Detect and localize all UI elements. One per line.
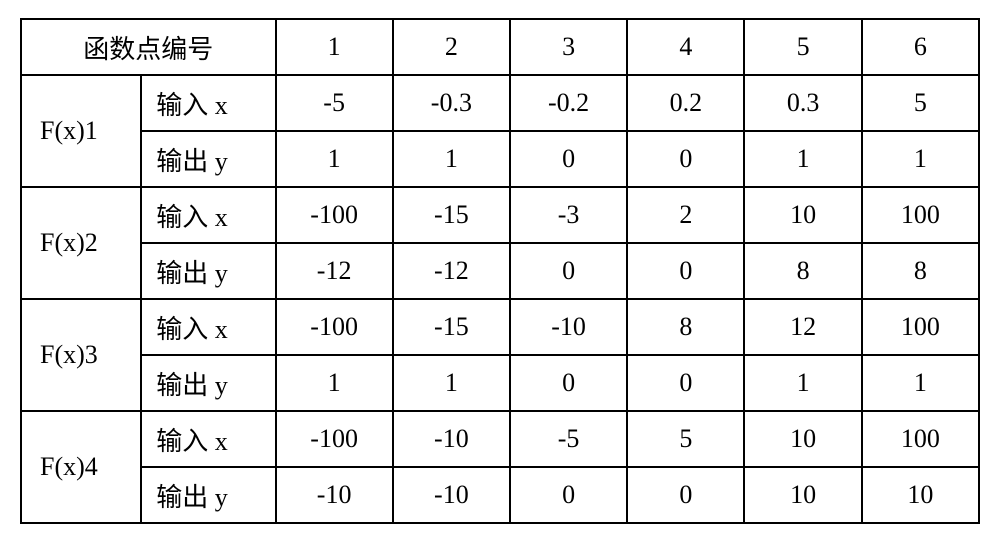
header-label: 函数点编号 [21, 19, 276, 75]
cell: 8 [627, 299, 744, 355]
table-row: 输出 y 1 1 0 0 1 1 [21, 131, 979, 187]
cell: 0 [510, 243, 627, 299]
col-header: 5 [744, 19, 861, 75]
table-row: F(x)4 输入 x -100 -10 -5 5 10 100 [21, 411, 979, 467]
cell: 0 [627, 467, 744, 523]
table-row: 输出 y -12 -12 0 0 8 8 [21, 243, 979, 299]
output-y-label: 输出 y [141, 467, 275, 523]
cell: -10 [393, 467, 510, 523]
function-name: F(x)4 [21, 411, 141, 523]
cell: 0 [627, 131, 744, 187]
col-header: 6 [862, 19, 979, 75]
cell: 1 [276, 355, 393, 411]
cell: 8 [744, 243, 861, 299]
cell: 0 [510, 467, 627, 523]
cell: 10 [744, 467, 861, 523]
table-row: F(x)3 输入 x -100 -15 -10 8 12 100 [21, 299, 979, 355]
cell: 0 [510, 131, 627, 187]
cell: -3 [510, 187, 627, 243]
cell: 5 [627, 411, 744, 467]
output-y-label: 输出 y [141, 243, 275, 299]
input-x-label: 输入 x [141, 75, 275, 131]
cell: 1 [276, 131, 393, 187]
table-row: F(x)2 输入 x -100 -15 -3 2 10 100 [21, 187, 979, 243]
col-header: 2 [393, 19, 510, 75]
cell: 1 [393, 355, 510, 411]
cell: 0 [627, 355, 744, 411]
cell: -10 [510, 299, 627, 355]
cell: 1 [393, 131, 510, 187]
cell: -5 [276, 75, 393, 131]
function-points-table: 函数点编号 1 2 3 4 5 6 F(x)1 输入 x -5 -0.3 -0.… [20, 18, 980, 524]
cell: 0 [510, 355, 627, 411]
cell: 12 [744, 299, 861, 355]
cell: 10 [744, 411, 861, 467]
col-header: 3 [510, 19, 627, 75]
cell: -100 [276, 411, 393, 467]
table-row: 输出 y 1 1 0 0 1 1 [21, 355, 979, 411]
output-y-label: 输出 y [141, 131, 275, 187]
cell: 0.3 [744, 75, 861, 131]
cell: 1 [862, 355, 979, 411]
cell: -15 [393, 187, 510, 243]
table-row: 输出 y -10 -10 0 0 10 10 [21, 467, 979, 523]
output-y-label: 输出 y [141, 355, 275, 411]
input-x-label: 输入 x [141, 411, 275, 467]
col-header: 1 [276, 19, 393, 75]
table-body: 函数点编号 1 2 3 4 5 6 F(x)1 输入 x -5 -0.3 -0.… [21, 19, 979, 523]
function-name: F(x)3 [21, 299, 141, 411]
cell: 100 [862, 187, 979, 243]
cell: 0 [627, 243, 744, 299]
cell: -12 [276, 243, 393, 299]
function-name: F(x)1 [21, 75, 141, 187]
cell: 5 [862, 75, 979, 131]
cell: -5 [510, 411, 627, 467]
cell: 8 [862, 243, 979, 299]
cell: 0.2 [627, 75, 744, 131]
cell: 10 [744, 187, 861, 243]
cell: 1 [862, 131, 979, 187]
cell: -10 [393, 411, 510, 467]
cell: 1 [744, 131, 861, 187]
cell: 100 [862, 411, 979, 467]
col-header: 4 [627, 19, 744, 75]
cell: -0.3 [393, 75, 510, 131]
function-name: F(x)2 [21, 187, 141, 299]
table-row: F(x)1 输入 x -5 -0.3 -0.2 0.2 0.3 5 [21, 75, 979, 131]
header-row: 函数点编号 1 2 3 4 5 6 [21, 19, 979, 75]
cell: -12 [393, 243, 510, 299]
cell: 2 [627, 187, 744, 243]
input-x-label: 输入 x [141, 187, 275, 243]
cell: -100 [276, 299, 393, 355]
cell: 100 [862, 299, 979, 355]
input-x-label: 输入 x [141, 299, 275, 355]
cell: -0.2 [510, 75, 627, 131]
cell: -15 [393, 299, 510, 355]
cell: -100 [276, 187, 393, 243]
cell: 10 [862, 467, 979, 523]
cell: -10 [276, 467, 393, 523]
cell: 1 [744, 355, 861, 411]
